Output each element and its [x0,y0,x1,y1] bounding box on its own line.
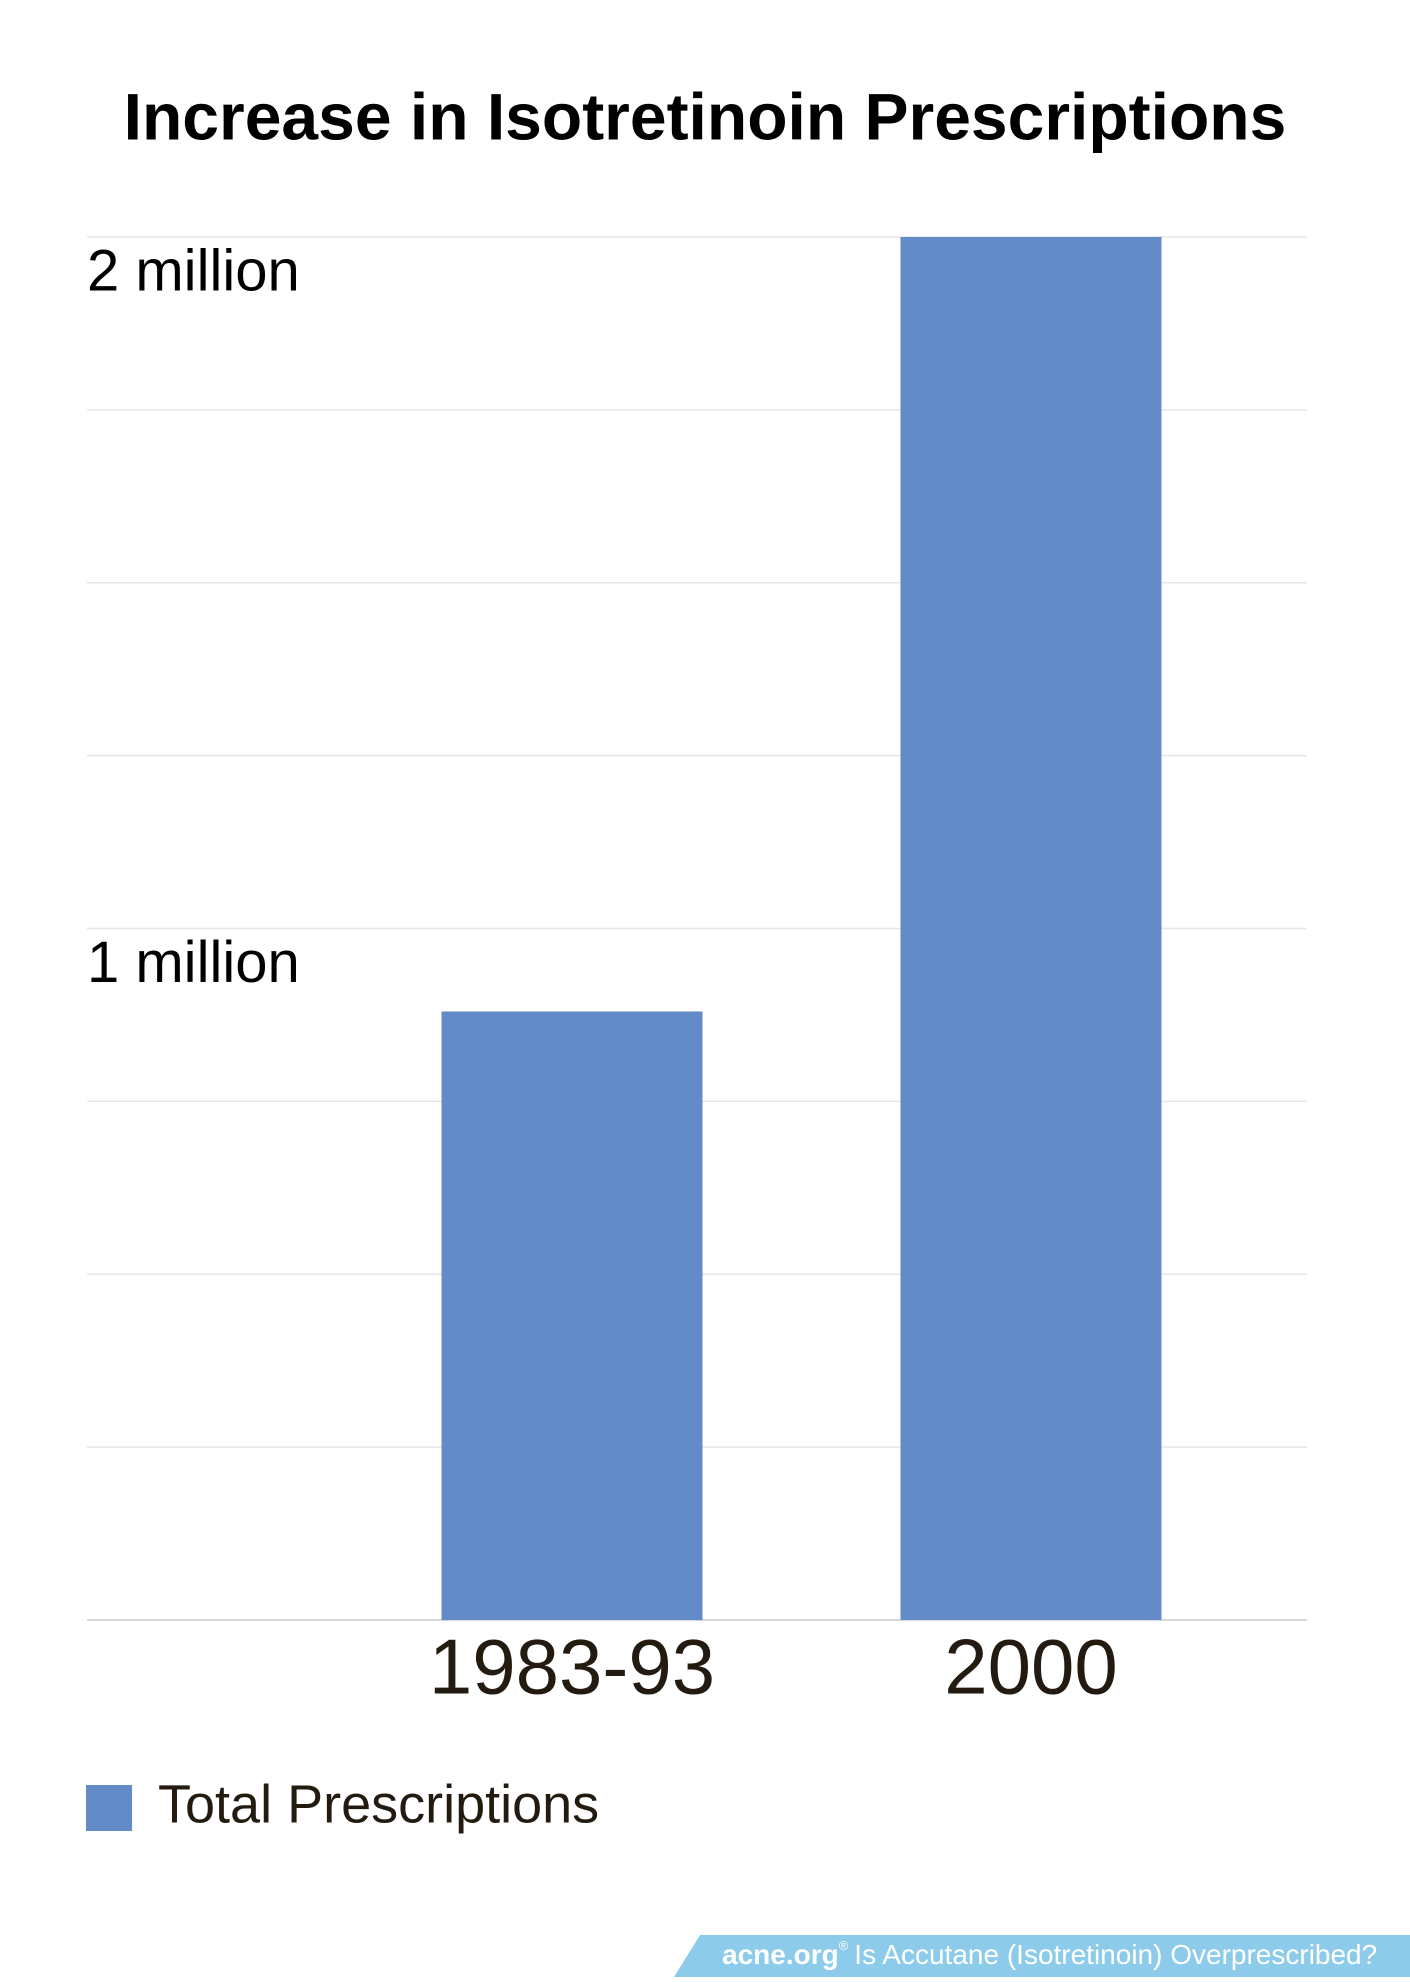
legend-swatch [86,1785,132,1831]
bar [441,1011,703,1620]
footer-banner [674,1935,1410,1977]
footer-text: acne.org® Is Accutane (Isotretinoin) Over… [722,1938,1377,1970]
y-tick-label: 1 million [87,930,300,995]
footer-mark: ® [839,1938,849,1953]
y-tick-label: 2 million [87,238,300,303]
bar [900,237,1162,1620]
chart-title: Increase in Isotretinoin Prescriptions [124,79,1287,153]
x-tick-label: 2000 [944,1623,1118,1711]
legend-label: Total Prescriptions [158,1774,599,1834]
x-tick-label: 1983-93 [429,1623,715,1711]
footer-title: Is Accutane (Isotretinoin) Overprescribe… [854,1939,1377,1970]
footer-site: acne.org [722,1939,839,1970]
